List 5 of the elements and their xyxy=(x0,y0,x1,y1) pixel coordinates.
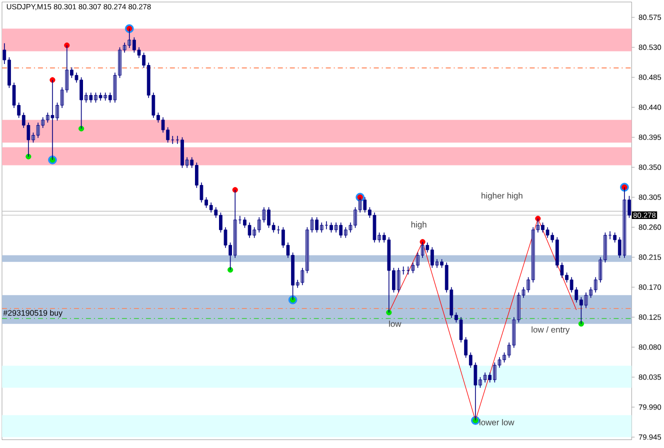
annotation: higher high xyxy=(482,192,522,200)
annotation: lower low xyxy=(480,419,514,426)
annotation: low / entry xyxy=(532,326,570,334)
annotation: low xyxy=(389,320,402,327)
annotation: high xyxy=(411,221,426,230)
